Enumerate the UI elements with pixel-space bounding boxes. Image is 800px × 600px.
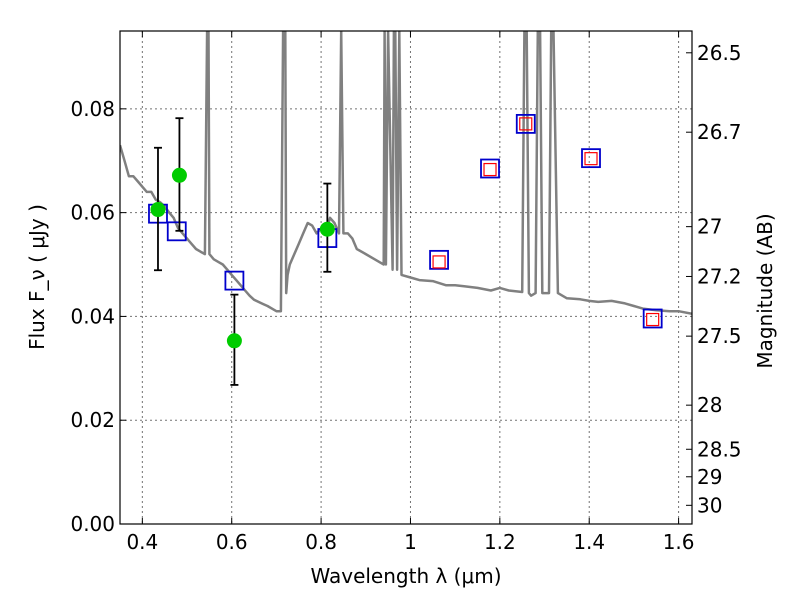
y-tick-label: 0.02: [70, 408, 115, 432]
mag-tick-label: 27.5: [697, 324, 742, 348]
mag-tick-label: 27: [697, 215, 722, 239]
model-photometry-square: [642, 308, 663, 329]
mag-tick-label: 29: [697, 465, 722, 489]
x-tick-label: 0.8: [305, 530, 337, 554]
plot-frame: [119, 30, 693, 525]
mag-tick-label: 27.2: [697, 264, 742, 288]
observed-photometry-square: [483, 162, 497, 177]
mag-tick-label: 28: [697, 393, 722, 417]
model-photometry-square: [429, 249, 449, 270]
y-tick-label: 0.08: [70, 97, 115, 121]
x-tick-label: 0.4: [126, 530, 158, 554]
y-tick-label: 0.04: [70, 304, 115, 328]
mag-tick-label: 26.5: [697, 41, 742, 65]
x-tick-label: 1.6: [663, 530, 695, 554]
plot-content: [120, 31, 692, 386]
observed-photometry-square: [432, 255, 446, 269]
observed-photometry-square: [646, 312, 660, 327]
x-tick-label: 0.6: [216, 530, 248, 554]
y-axis-title: Flux F_ν ( μJy ): [25, 204, 49, 350]
model-photometry-square: [224, 270, 245, 291]
x-tick-label: 1: [404, 530, 417, 554]
observed-flux-point: [150, 202, 166, 218]
mag-tick-label: 28.5: [697, 437, 742, 461]
observed-flux-point: [171, 167, 187, 183]
model-photometry-square: [166, 221, 187, 242]
right-y-axis-title: Magnitude (AB): [753, 213, 777, 368]
model-photometry-square: [581, 148, 601, 169]
observed-photometry-square: [519, 117, 533, 131]
observed-photometry-square: [584, 152, 598, 166]
axis-ticks: 0.4 0.6 0.8 1 1.2 1.4 1.6 0.00 0.02 0.04 0.06 0.08 2…: [70, 31, 742, 554]
x-tick-label: 1.2: [484, 530, 516, 554]
x-axis-title: Wavelength λ (μm): [310, 564, 501, 588]
observed-flux-point: [319, 221, 335, 237]
observed-flux-point: [226, 333, 242, 349]
model-photometry-square: [515, 113, 536, 134]
mag-tick-label: 30: [697, 493, 722, 517]
mag-tick-label: 26.7: [697, 120, 742, 144]
model-photometry-square: [480, 158, 500, 179]
y-tick-label: 0.06: [70, 201, 115, 225]
y-tick-label: 0.00: [70, 512, 115, 536]
x-tick-label: 1.4: [573, 530, 605, 554]
